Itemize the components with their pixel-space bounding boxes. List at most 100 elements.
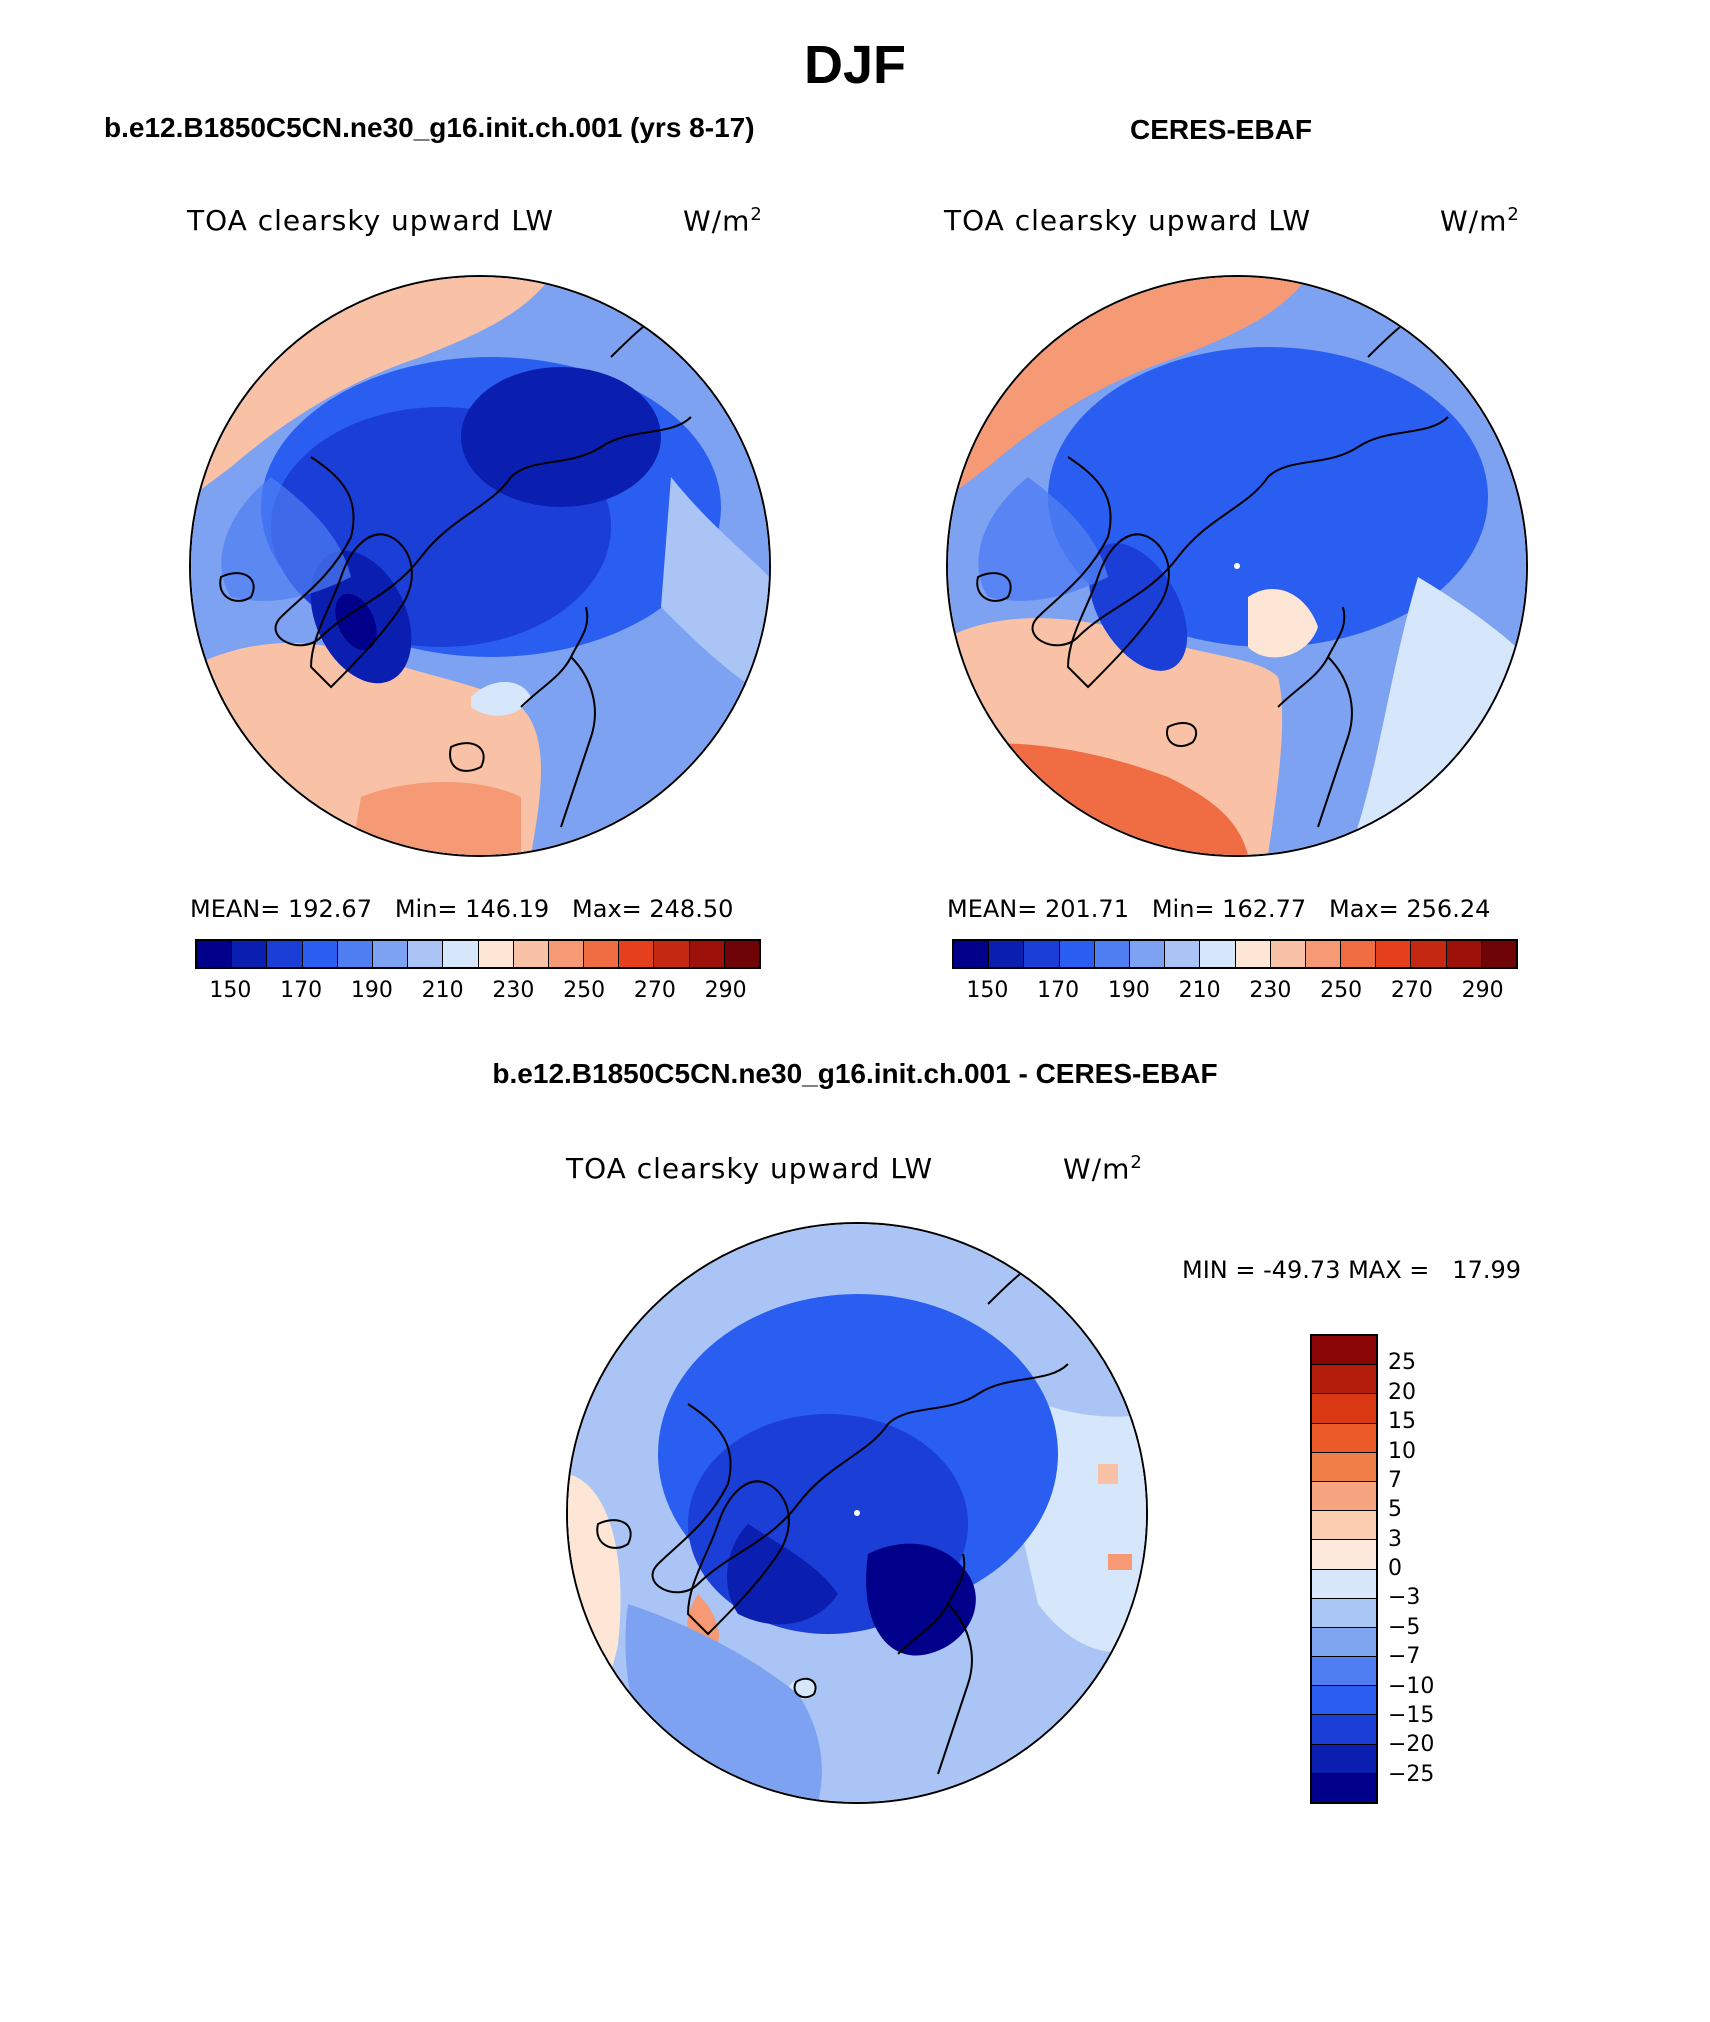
colorbar-swatch xyxy=(1312,1540,1376,1570)
colorbar-swatch xyxy=(232,941,268,967)
colorbar-swatch xyxy=(1481,941,1516,967)
colorbar-swatch xyxy=(1312,1452,1376,1482)
units-exponent: 2 xyxy=(1130,1152,1143,1173)
model-panel-title: b.e12.B1850C5CN.ne30_g16.init.ch.001 (yr… xyxy=(104,112,755,143)
colorbar-swatch xyxy=(1129,941,1166,967)
diff-colorbar-labels: 25 20 15 10 7 5 3 0 −3 −5 −7 −10 −15 −20 −25 xyxy=(1388,1334,1488,1804)
diff-units-label: W/m2 xyxy=(1063,1152,1143,1185)
colorbar-swatch xyxy=(1270,941,1306,967)
colorbar-swatch xyxy=(1312,1773,1376,1802)
colorbar-swatch xyxy=(1312,1715,1376,1745)
colorbar-tick-label: 210 xyxy=(421,978,464,1003)
colorbar-swatch xyxy=(1312,1365,1376,1395)
model-colorbar xyxy=(195,939,761,969)
colorbar-tick-label: 270 xyxy=(633,978,676,1003)
colorbar-swatch xyxy=(954,941,990,967)
diff-panel-title: b.e12.B1850C5CN.ne30_g16.init.ch.001 - C… xyxy=(492,1058,1218,1089)
colorbar-swatch xyxy=(1446,941,1482,967)
obs-panel-title: CERES-EBAF xyxy=(1130,114,1313,145)
colorbar-tick-label: 150 xyxy=(209,978,252,1003)
colorbar-swatch xyxy=(654,941,690,967)
colorbar-level-label: −10 xyxy=(1388,1673,1435,1699)
colorbar-swatch xyxy=(1312,1423,1376,1453)
figure-title: DJF xyxy=(803,35,906,95)
colorbar-level-label: −20 xyxy=(1388,1732,1435,1758)
colorbar-swatch xyxy=(1312,1657,1376,1687)
colorbar-swatch xyxy=(302,941,338,967)
colorbar-tick-label: 190 xyxy=(1107,978,1150,1003)
colorbar-swatch xyxy=(1094,941,1130,967)
colorbar-level-label: 3 xyxy=(1388,1526,1402,1552)
colorbar-swatch xyxy=(1312,1686,1376,1716)
model-polar-map xyxy=(189,275,771,857)
colorbar-swatch xyxy=(1312,1569,1376,1599)
colorbar-swatch xyxy=(1305,941,1342,967)
colorbar-swatch xyxy=(337,941,373,967)
units-base: W/m xyxy=(1063,1152,1131,1186)
colorbar-swatch xyxy=(513,941,549,967)
colorbar-tick-label: 250 xyxy=(1320,978,1363,1003)
model-map-graphic xyxy=(191,277,769,855)
colorbar-level-label: −15 xyxy=(1388,1702,1435,1728)
colorbar-swatch xyxy=(1312,1511,1376,1541)
units-base: W/m xyxy=(1440,204,1508,238)
diff-map-graphic xyxy=(568,1224,1146,1802)
colorbar-swatch xyxy=(584,941,620,967)
colorbar-tick-label: 290 xyxy=(1461,978,1504,1003)
colorbar-tick-label: 170 xyxy=(1037,978,1080,1003)
obs-stats: MEAN= 201.71 Min= 162.77 Max= 256.24 xyxy=(947,895,1491,923)
colorbar-swatch xyxy=(1312,1336,1376,1366)
colorbar-swatch xyxy=(1059,941,1095,967)
colorbar-swatch xyxy=(1411,941,1447,967)
colorbar-level-label: 10 xyxy=(1388,1438,1416,1464)
colorbar-swatch xyxy=(408,941,444,967)
colorbar-swatch xyxy=(1200,941,1236,967)
colorbar-swatch xyxy=(267,941,303,967)
colorbar-level-label: 0 xyxy=(1388,1556,1402,1581)
colorbar-swatch xyxy=(724,941,759,967)
colorbar-swatch xyxy=(619,941,655,967)
units-base: W/m xyxy=(683,204,751,238)
colorbar-tick-label: 230 xyxy=(1249,978,1292,1003)
colorbar-swatch xyxy=(689,941,725,967)
colorbar-swatch xyxy=(372,941,409,967)
colorbar-swatch xyxy=(1024,941,1060,967)
colorbar-level-label: 25 xyxy=(1388,1350,1416,1376)
colorbar-level-label: −7 xyxy=(1388,1644,1421,1670)
colorbar-level-label: −5 xyxy=(1388,1614,1421,1640)
colorbar-level-label: −3 xyxy=(1388,1585,1421,1611)
colorbar-level-label: −25 xyxy=(1388,1761,1435,1787)
diff-colorbar xyxy=(1310,1334,1378,1804)
model-variable-label: TOA clearsky upward LW xyxy=(187,204,555,237)
colorbar-level-label: 15 xyxy=(1388,1409,1416,1435)
obs-variable-label: TOA clearsky upward LW xyxy=(944,204,1312,237)
colorbar-swatch xyxy=(1312,1394,1376,1424)
obs-map-graphic xyxy=(948,277,1526,855)
diff-variable-label: TOA clearsky upward LW xyxy=(566,1152,934,1185)
colorbar-swatch xyxy=(548,941,585,967)
colorbar-swatch xyxy=(197,941,233,967)
diff-stats: MIN = -49.73 MAX = 17.99 xyxy=(1182,1256,1521,1284)
colorbar-level-label: 20 xyxy=(1388,1379,1416,1405)
colorbar-swatch xyxy=(1312,1744,1376,1774)
colorbar-tick-label: 230 xyxy=(492,978,535,1003)
diff-polar-map xyxy=(566,1222,1148,1804)
colorbar-swatch xyxy=(1235,941,1271,967)
model-stats: MEAN= 192.67 Min= 146.19 Max= 248.50 xyxy=(190,895,734,923)
colorbar-tick-label: 290 xyxy=(704,978,747,1003)
colorbar-level-label: 7 xyxy=(1388,1467,1402,1493)
colorbar-swatch xyxy=(1165,941,1201,967)
colorbar-swatch xyxy=(443,941,479,967)
colorbar-swatch xyxy=(1312,1627,1376,1658)
units-exponent: 2 xyxy=(750,204,763,225)
obs-colorbar-ticks: 150 170 190 210 230 250 270 290 xyxy=(952,978,1518,1008)
colorbar-swatch xyxy=(989,941,1025,967)
obs-colorbar xyxy=(952,939,1518,969)
colorbar-swatch xyxy=(1312,1481,1376,1512)
obs-units-label: W/m2 xyxy=(1440,204,1520,237)
units-exponent: 2 xyxy=(1507,204,1520,225)
colorbar-tick-label: 170 xyxy=(280,978,323,1003)
colorbar-level-label: 5 xyxy=(1388,1497,1402,1523)
obs-polar-map xyxy=(946,275,1528,857)
colorbar-tick-label: 270 xyxy=(1390,978,1433,1003)
